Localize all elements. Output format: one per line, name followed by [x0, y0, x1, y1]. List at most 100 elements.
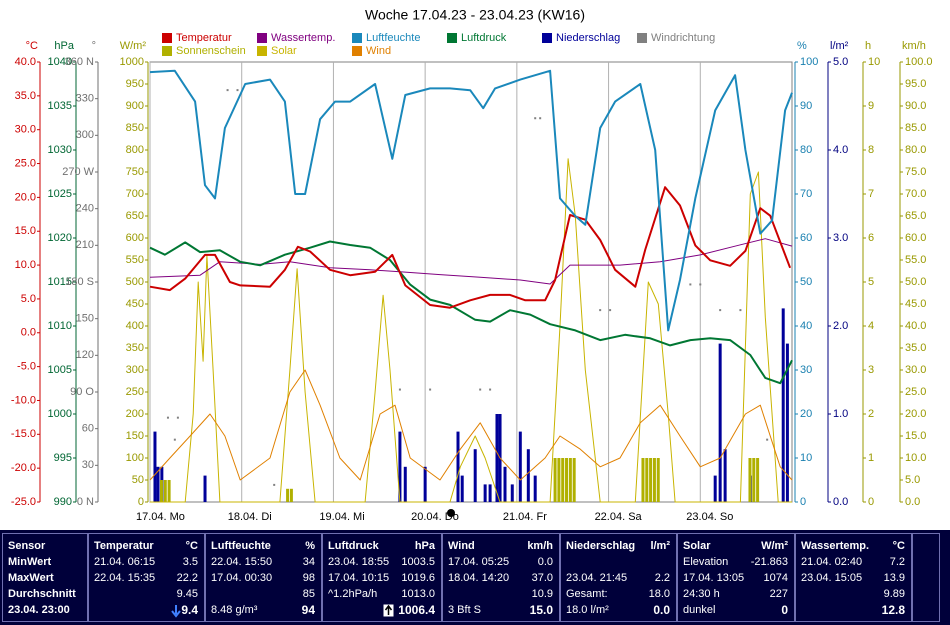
column-box: Niederschlag l/m² 23.04. 21:45 2.2 Gesamt: 18… — [560, 533, 677, 622]
column-box: Wassertemp. °C 21.04. 02:40 7.2 23.04. 15:05… — [795, 533, 912, 622]
legend-label: Luftdruck — [461, 32, 507, 44]
bar — [159, 480, 163, 502]
y-tick-label: 200 — [126, 408, 144, 420]
point — [689, 283, 692, 286]
y-tick-label: 1015 — [48, 276, 72, 288]
row-label-box: Sensor MinWert MaxWert Durchschnitt 23.04. 2… — [2, 533, 88, 622]
point — [398, 388, 401, 391]
y-tick-label: 9 — [868, 100, 874, 112]
cell-note: 21.04. 02:40 — [801, 556, 863, 568]
axis-unit: h — [865, 40, 871, 52]
legend-label: Niederschlag — [556, 32, 620, 44]
column-box: Luftfeuchte% 22.04. 15:50 34 17.04. 00:30 98… — [205, 533, 322, 622]
y-tick-label: 10 — [868, 56, 880, 68]
cell-value: 0.0 — [537, 556, 553, 568]
point — [273, 483, 276, 486]
cell-value: 98 — [302, 572, 315, 584]
legend-label: Wassertemp. — [271, 32, 335, 44]
y-tick-label: 70.0 — [905, 188, 926, 200]
bar — [713, 475, 717, 502]
y-tick-label: 0.0 — [833, 496, 848, 508]
column-header: Luftdruck — [328, 540, 379, 552]
y-tick-label: 45.0 — [905, 298, 926, 310]
legend-swatch — [447, 33, 457, 43]
y-tick-label: 180 S — [65, 276, 94, 288]
point — [429, 388, 432, 391]
bar — [473, 449, 477, 502]
y-tick-label: 4 — [868, 320, 874, 332]
bar — [423, 466, 427, 502]
y-tick-label: 0 — [138, 496, 144, 508]
legend-label: Windrichtung — [651, 32, 715, 44]
y-tick-label: 6 — [868, 232, 874, 244]
bar — [785, 343, 789, 502]
bar — [156, 466, 160, 502]
column-unit: % — [305, 540, 315, 552]
legend-swatch — [257, 46, 267, 56]
bar — [656, 458, 660, 502]
y-tick-label: 100 — [800, 56, 818, 68]
y-tick-label: 30 — [800, 364, 812, 376]
point — [539, 117, 542, 120]
bar — [565, 458, 569, 502]
bar — [645, 458, 649, 502]
bar — [568, 458, 572, 502]
y-tick-label: 210 — [76, 239, 94, 251]
y-tick-label: 0.0 — [21, 327, 36, 339]
cell-note: 17.04. 05:25 — [448, 556, 510, 568]
point — [534, 117, 537, 120]
bar — [526, 449, 530, 502]
series-line — [149, 369, 793, 481]
cell-value: 227 — [769, 588, 788, 600]
y-tick-label: 360 N — [65, 56, 94, 68]
column-unit: l/m² — [650, 540, 670, 552]
y-tick-label: 1020 — [48, 232, 72, 244]
y-tick-label: 550 — [126, 254, 144, 266]
y-tick-label: -10.0 — [11, 394, 36, 406]
bar — [652, 458, 656, 502]
y-tick-label: 25.0 — [905, 386, 926, 398]
cell-value: 85 — [302, 588, 315, 600]
summary-table: Sensor MinWert MaxWert Durchschnitt 23.04. 2… — [0, 530, 950, 625]
column-box: Wind km/h 17.04. 05:25 0.0 18.04. 14:20 37.0 1… — [442, 533, 560, 622]
bar — [557, 458, 561, 502]
cell-value: 1074 — [763, 572, 788, 584]
legend-swatch — [352, 46, 362, 56]
y-tick-label: 250 — [126, 386, 144, 398]
cell-note: ^1.2hPa/h — [328, 588, 378, 600]
bar — [286, 488, 290, 502]
y-tick-label: 80 — [800, 144, 812, 156]
y-tick-label: 950 — [126, 78, 144, 90]
axis-unit: % — [797, 40, 807, 52]
bar — [561, 458, 565, 502]
bar — [203, 475, 207, 502]
point — [173, 438, 176, 441]
y-tick-label: 0 N — [77, 496, 94, 508]
cell-value: 9.45 — [176, 588, 198, 600]
series-line — [149, 69, 793, 332]
bar — [495, 414, 499, 502]
y-tick-label: 20.0 — [15, 191, 36, 203]
y-tick-label: 50 — [800, 276, 812, 288]
y-tick-label: 270 W — [62, 166, 94, 178]
y-tick-label: 1025 — [48, 188, 72, 200]
y-tick-label: 65.0 — [905, 210, 926, 222]
series-line — [149, 186, 792, 309]
y-tick-label: 5.0 — [21, 293, 36, 305]
y-tick-label: 1030 — [48, 144, 72, 156]
plot-area — [149, 61, 793, 503]
y-tick-label: 750 — [126, 166, 144, 178]
chart: Woche 17.04.23 - 23.04.23 (KW16) 17.04. … — [11, 7, 933, 523]
cell-note: 23.04. 21:45 — [566, 572, 628, 584]
cell-value: 34 — [302, 556, 315, 568]
y-tick-label: 30.0 — [905, 364, 926, 376]
y-tick-label: 100.0 — [905, 56, 933, 68]
cell-value: 13.9 — [883, 572, 905, 584]
cell-value: 1006.4 — [398, 603, 435, 617]
y-tick-label: 3.0 — [833, 232, 848, 244]
y-tick-label: 50 — [132, 474, 144, 486]
now-marker — [447, 509, 455, 517]
row-label: Durchschnitt — [8, 588, 76, 600]
series-line — [149, 240, 793, 385]
bar — [163, 480, 167, 502]
